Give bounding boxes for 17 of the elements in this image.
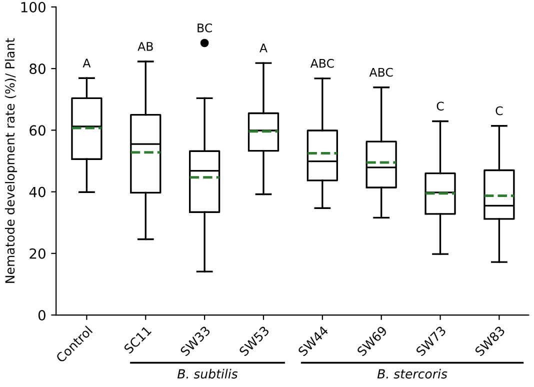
y-tick-label: 60 [30,125,46,136]
annotation: ABC [310,58,334,68]
y-tick-label: 100 [21,2,46,12]
annotation: A [260,44,268,52]
annotation: C [496,106,503,116]
y-tick-label: 20 [30,248,46,259]
annotation: ABC [369,68,393,77]
y-tick-label: 0 [38,310,46,320]
y-axis-title: Nematode development rate (%)/ Plant [4,38,18,283]
annotation: C [436,102,444,111]
annotation: BC [198,23,212,32]
annotation: A [82,58,91,68]
text: B. subtilis [177,368,238,379]
text: B. stercoris [377,368,448,379]
annotation: AB [138,42,153,51]
y-tick-label: 80 [30,64,46,74]
y-tick-label: 40 [29,186,46,198]
